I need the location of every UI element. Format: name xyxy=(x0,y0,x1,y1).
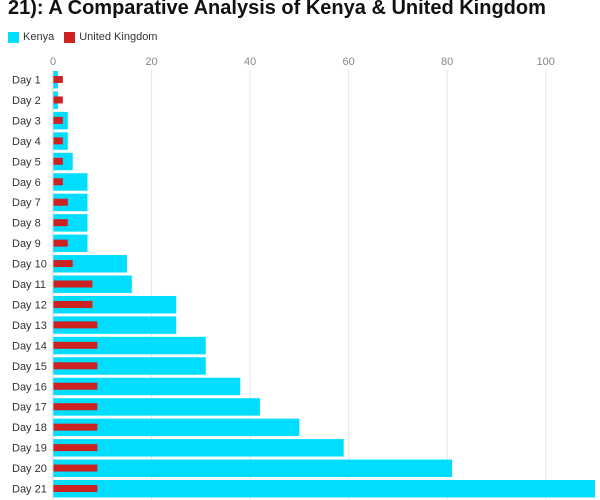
bar-kenya xyxy=(53,193,88,212)
y-category-label: Day 2 xyxy=(12,95,41,107)
y-category-label: Day 9 xyxy=(12,238,41,250)
legend-item-kenya: Kenya xyxy=(8,31,54,43)
y-category-label: Day 21 xyxy=(12,484,47,496)
y-category-label: Day 11 xyxy=(12,279,46,291)
y-category-label: Day 8 xyxy=(12,218,41,230)
x-tick-label: 40 xyxy=(244,56,256,68)
bar-united-kingdom xyxy=(53,300,93,308)
bar-united-kingdom xyxy=(53,403,98,411)
bar-united-kingdom xyxy=(53,362,98,370)
y-category-label: Day 1 xyxy=(12,75,41,87)
bar-kenya xyxy=(53,316,177,334)
bar-united-kingdom xyxy=(53,76,63,83)
legend-label-united-kingdom: United Kingdom xyxy=(79,31,158,43)
bar-united-kingdom xyxy=(53,157,63,165)
bar-kenya xyxy=(53,295,177,314)
y-category-label: Day 10 xyxy=(12,259,47,271)
y-category-label: Day 6 xyxy=(12,177,41,189)
y-category-label: Day 15 xyxy=(12,361,47,373)
y-category-label: Day 18 xyxy=(12,422,47,434)
bar-united-kingdom xyxy=(53,485,98,492)
y-category-label: Day 4 xyxy=(12,136,41,148)
legend-item-united-kingdom: United Kingdom xyxy=(64,31,157,43)
legend-label-kenya: Kenya xyxy=(23,31,55,43)
bar-kenya xyxy=(53,234,88,253)
y-category-label: Day 20 xyxy=(12,463,47,475)
bar-united-kingdom xyxy=(53,116,63,124)
legend-swatch-united-kingdom xyxy=(64,31,76,43)
bar-united-kingdom xyxy=(53,137,63,145)
bar-kenya xyxy=(53,480,595,498)
bar-united-kingdom xyxy=(53,444,98,452)
bar-united-kingdom xyxy=(53,178,63,186)
bar-kenya xyxy=(53,357,206,375)
y-category-label: Day 12 xyxy=(12,299,47,311)
y-category-label: Day 16 xyxy=(12,381,47,393)
bar-united-kingdom xyxy=(53,280,93,288)
y-category-label: Day 5 xyxy=(12,156,41,168)
bar-kenya xyxy=(53,336,206,355)
bar-kenya xyxy=(53,459,453,477)
y-category-label: Day 17 xyxy=(12,402,47,414)
legend: Kenya United Kingdom xyxy=(8,31,167,43)
bar-united-kingdom xyxy=(53,198,68,206)
x-tick-label: 0 xyxy=(50,56,56,68)
y-category-label: Day 13 xyxy=(12,320,47,332)
x-tick-label: 60 xyxy=(343,56,355,68)
bar-united-kingdom xyxy=(53,423,98,431)
bar-kenya xyxy=(53,439,344,457)
y-category-label: Day 7 xyxy=(12,197,41,209)
bar-kenya xyxy=(53,418,300,437)
bar-united-kingdom xyxy=(53,260,73,268)
bar-kenya xyxy=(53,398,260,416)
y-category-label: Day 19 xyxy=(12,443,47,455)
y-category-label: Day 3 xyxy=(12,115,41,127)
bar-kenya xyxy=(53,214,88,232)
bar-united-kingdom xyxy=(53,341,98,349)
bar-kenya xyxy=(53,377,241,396)
chart-title: 21): A Comparative Analysis of Kenya & U… xyxy=(8,0,546,19)
bar-united-kingdom xyxy=(53,219,68,227)
bar-united-kingdom xyxy=(53,464,98,472)
bar-united-kingdom xyxy=(53,382,98,390)
bar-united-kingdom xyxy=(53,321,98,329)
bar-united-kingdom xyxy=(53,239,68,247)
bar-kenya xyxy=(53,173,88,191)
x-tick-label: 20 xyxy=(145,56,157,68)
x-tick-label: 80 xyxy=(441,56,453,68)
bar-united-kingdom xyxy=(53,96,63,104)
bar-kenya xyxy=(53,255,127,273)
x-tick-label: 100 xyxy=(537,56,555,68)
y-category-label: Day 14 xyxy=(12,340,47,352)
legend-swatch-kenya xyxy=(8,31,19,43)
